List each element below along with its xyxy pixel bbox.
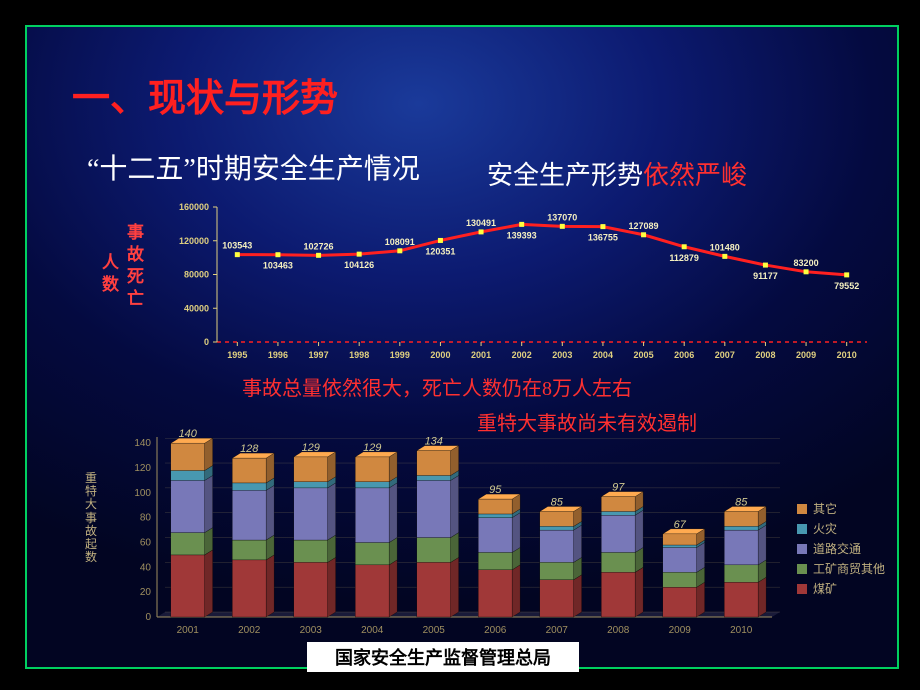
svg-text:160000: 160000 bbox=[179, 202, 209, 212]
svg-text:2003: 2003 bbox=[300, 625, 323, 636]
annotation-1: 事故总量依然很大，死亡人数仍在8万人左右 bbox=[242, 372, 632, 401]
footer-org: 国家安全生产监督管理总局 bbox=[307, 642, 579, 672]
slide-title: 一、现状与形势 bbox=[72, 67, 338, 122]
svg-text:2005: 2005 bbox=[423, 625, 446, 636]
svg-text:2006: 2006 bbox=[674, 350, 694, 360]
svg-text:1999: 1999 bbox=[390, 350, 410, 360]
subtitle-white: 安全生产形势 bbox=[487, 161, 643, 190]
svg-text:130491: 130491 bbox=[466, 218, 496, 228]
svg-text:139393: 139393 bbox=[507, 230, 537, 240]
svg-text:2001: 2001 bbox=[471, 350, 491, 360]
svg-text:2001: 2001 bbox=[177, 625, 200, 636]
svg-text:0: 0 bbox=[145, 612, 151, 623]
legend-item: 煤矿 bbox=[797, 580, 885, 597]
svg-text:91177: 91177 bbox=[753, 271, 778, 281]
legend-item: 道路交通 bbox=[797, 540, 885, 557]
svg-text:120351: 120351 bbox=[425, 246, 455, 256]
svg-text:2006: 2006 bbox=[484, 625, 507, 636]
svg-text:2004: 2004 bbox=[361, 625, 384, 636]
subtitle-left: “十二五”时期安全生产情况 bbox=[87, 147, 420, 187]
svg-text:112879: 112879 bbox=[669, 253, 699, 263]
svg-text:67: 67 bbox=[674, 519, 687, 531]
svg-text:2010: 2010 bbox=[730, 625, 753, 636]
svg-text:100: 100 bbox=[134, 488, 151, 499]
svg-text:40000: 40000 bbox=[184, 303, 209, 313]
svg-text:2002: 2002 bbox=[238, 625, 261, 636]
svg-text:83200: 83200 bbox=[794, 258, 819, 268]
svg-text:136755: 136755 bbox=[588, 233, 618, 243]
svg-text:2009: 2009 bbox=[796, 350, 816, 360]
legend-item: 工矿商贸其他 bbox=[797, 560, 885, 577]
legend-item: 火灾 bbox=[797, 520, 885, 537]
svg-text:137070: 137070 bbox=[547, 212, 577, 222]
svg-text:60: 60 bbox=[140, 538, 152, 549]
svg-text:102726: 102726 bbox=[304, 241, 334, 251]
svg-text:140: 140 bbox=[134, 438, 151, 449]
svg-text:2000: 2000 bbox=[430, 350, 450, 360]
svg-text:2008: 2008 bbox=[755, 350, 775, 360]
svg-text:2007: 2007 bbox=[546, 625, 569, 636]
svg-text:103543: 103543 bbox=[222, 241, 252, 251]
svg-text:140: 140 bbox=[179, 428, 198, 440]
svg-text:1998: 1998 bbox=[349, 350, 369, 360]
svg-text:128: 128 bbox=[240, 443, 259, 455]
chart1-ylabel-col1: 事故死亡 bbox=[127, 222, 147, 310]
svg-text:1997: 1997 bbox=[309, 350, 329, 360]
svg-text:85: 85 bbox=[551, 496, 564, 508]
svg-text:108091: 108091 bbox=[385, 237, 415, 247]
svg-text:97: 97 bbox=[612, 482, 625, 494]
svg-text:80000: 80000 bbox=[184, 270, 209, 280]
svg-text:0: 0 bbox=[204, 337, 209, 347]
svg-text:2003: 2003 bbox=[552, 350, 572, 360]
svg-text:40: 40 bbox=[140, 562, 152, 573]
svg-text:101480: 101480 bbox=[710, 242, 740, 252]
svg-text:20: 20 bbox=[140, 587, 152, 598]
svg-text:2005: 2005 bbox=[634, 350, 654, 360]
svg-text:2010: 2010 bbox=[837, 350, 857, 360]
svg-text:129: 129 bbox=[302, 442, 320, 454]
subtitle-red: 依然严峻 bbox=[643, 161, 747, 190]
svg-text:1996: 1996 bbox=[268, 350, 288, 360]
svg-text:103463: 103463 bbox=[263, 261, 293, 271]
svg-text:120: 120 bbox=[134, 463, 151, 474]
svg-text:85: 85 bbox=[735, 496, 748, 508]
svg-text:120000: 120000 bbox=[179, 236, 209, 246]
svg-text:2008: 2008 bbox=[607, 625, 630, 636]
svg-text:127089: 127089 bbox=[629, 221, 659, 231]
svg-text:80: 80 bbox=[140, 513, 152, 524]
svg-text:2009: 2009 bbox=[669, 625, 692, 636]
svg-text:95: 95 bbox=[489, 484, 502, 496]
stacked-bar-chart: 0 20 40 60 80 100 120 140 140 2001 128 2002 129 2003 1… bbox=[112, 417, 782, 652]
chart2-ylabel: 重特大事故起数 bbox=[85, 472, 99, 564]
svg-text:129: 129 bbox=[363, 442, 381, 454]
svg-text:2002: 2002 bbox=[512, 350, 532, 360]
chart1-ylabel-col2: 人数 bbox=[102, 252, 122, 296]
svg-text:79552: 79552 bbox=[834, 281, 859, 291]
subtitle-right: 安全生产形势依然严峻 bbox=[487, 155, 747, 192]
svg-text:1995: 1995 bbox=[227, 350, 247, 360]
svg-text:2007: 2007 bbox=[715, 350, 735, 360]
svg-text:104126: 104126 bbox=[344, 260, 374, 270]
svg-text:2004: 2004 bbox=[593, 350, 613, 360]
line-chart: 0 40000 80000 120000 160000 1995 1996 1997 1998 1… bbox=[167, 197, 877, 372]
svg-text:134: 134 bbox=[425, 436, 443, 448]
chart2-legend: 其它火灾道路交通工矿商贸其他煤矿 bbox=[797, 497, 885, 600]
legend-item: 其它 bbox=[797, 500, 885, 517]
